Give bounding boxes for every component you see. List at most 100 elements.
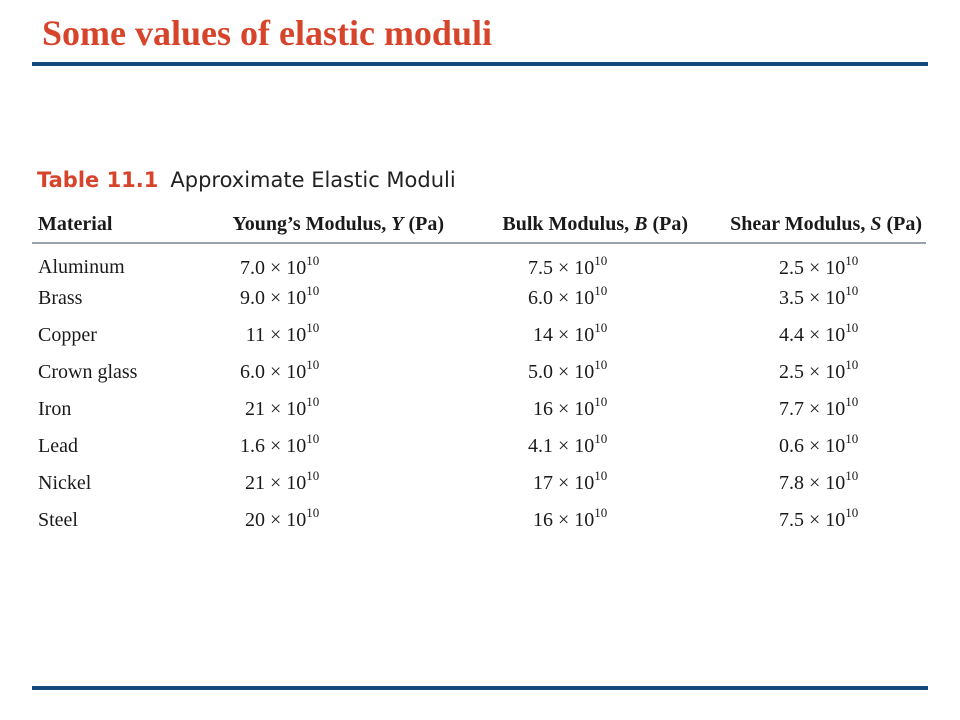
- mantissa: 21: [245, 472, 265, 494]
- shear-cell: 7.8 × 1010: [692, 465, 926, 502]
- mantissa: 7.5: [779, 509, 804, 531]
- base: 10: [825, 509, 846, 531]
- exponent: 10: [594, 357, 608, 372]
- times-sign: ×: [558, 398, 570, 420]
- base: 10: [574, 361, 595, 383]
- times-sign: ×: [809, 287, 821, 309]
- mantissa: 6.0: [528, 287, 553, 309]
- header-bulk-unit: (Pa): [647, 212, 688, 235]
- header-shear-unit: (Pa): [881, 212, 922, 235]
- times-sign: ×: [809, 435, 821, 457]
- table-row: Nickel 21 × 1010 17 × 1010 7.8 × 1010: [32, 465, 926, 502]
- table-header-row: Material Young’s Modulus, Y (Pa) Bulk Mo…: [32, 206, 926, 244]
- base: 10: [825, 324, 846, 346]
- times-sign: ×: [270, 472, 282, 494]
- material-cell: Crown glass: [38, 361, 138, 383]
- mantissa: 21: [245, 398, 265, 420]
- base: 10: [286, 256, 307, 279]
- top-divider: [32, 62, 928, 66]
- exponent: 10: [306, 505, 320, 520]
- base: 10: [825, 398, 846, 420]
- bulk-cell: 16 × 1010: [448, 502, 692, 539]
- base: 10: [286, 398, 307, 420]
- exponent: 10: [306, 431, 320, 446]
- shear-cell: 2.5 × 1010: [692, 354, 926, 391]
- mantissa: 4.4: [779, 324, 804, 346]
- mantissa: 7.5: [528, 256, 553, 279]
- exponent: 10: [594, 252, 608, 268]
- header-youngs-text: Young’s Modulus,: [232, 212, 392, 235]
- mantissa: 16: [533, 509, 553, 531]
- youngs-cell: 11 × 1010: [170, 317, 448, 354]
- bulk-cell: 7.5 × 1010: [448, 243, 692, 280]
- header-bulk-symbol: B: [634, 212, 648, 235]
- base: 10: [574, 256, 595, 279]
- material-cell: Lead: [38, 435, 78, 457]
- shear-cell: 7.7 × 1010: [692, 391, 926, 428]
- base: 10: [574, 472, 595, 494]
- times-sign: ×: [558, 509, 570, 531]
- times-sign: ×: [270, 398, 282, 420]
- exponent: 10: [306, 252, 320, 268]
- exponent: 10: [594, 394, 608, 409]
- times-sign: ×: [558, 324, 570, 346]
- mantissa: 17: [533, 472, 553, 494]
- youngs-cell: 20 × 1010: [170, 502, 448, 539]
- bulk-cell: 5.0 × 1010: [448, 354, 692, 391]
- base: 10: [286, 361, 307, 383]
- table-row: Copper 11 × 1010 14 × 1010 4.4 × 1010: [32, 317, 926, 354]
- exponent: 10: [594, 283, 608, 298]
- mantissa: 16: [533, 398, 553, 420]
- mantissa: 11: [245, 324, 265, 346]
- slide-title: Some values of elastic moduli: [42, 13, 492, 53]
- mantissa: 7.8: [779, 472, 804, 494]
- base: 10: [286, 324, 307, 346]
- base: 10: [286, 472, 307, 494]
- base: 10: [825, 361, 846, 383]
- times-sign: ×: [270, 435, 282, 457]
- exponent: 10: [594, 468, 608, 483]
- exponent: 10: [845, 505, 859, 520]
- header-bulk-modulus: Bulk Modulus, B (Pa): [448, 206, 692, 244]
- exponent: 10: [306, 283, 320, 298]
- base: 10: [286, 509, 307, 531]
- elastic-moduli-table: Material Young’s Modulus, Y (Pa) Bulk Mo…: [32, 206, 926, 539]
- times-sign: ×: [270, 324, 282, 346]
- times-sign: ×: [270, 509, 282, 531]
- table-row: Lead 1.6 × 1010 4.1 × 1010 0.6 × 1010: [32, 428, 926, 465]
- bulk-cell: 4.1 × 1010: [448, 428, 692, 465]
- table-row: Brass 9.0 × 1010 6.0 × 1010 3.5 × 1010: [32, 280, 926, 317]
- shear-cell: 2.5 × 1010: [692, 243, 926, 280]
- base: 10: [574, 509, 595, 531]
- header-shear-text: Shear Modulus,: [730, 212, 871, 235]
- youngs-cell: 1.6 × 1010: [170, 428, 448, 465]
- header-youngs-modulus: Young’s Modulus, Y (Pa): [170, 206, 448, 244]
- base: 10: [574, 398, 595, 420]
- base: 10: [825, 472, 846, 494]
- mantissa: 3.5: [779, 287, 804, 309]
- bottom-divider: [32, 686, 928, 690]
- table-caption: Table 11.1 Approximate Elastic Moduli: [37, 168, 456, 192]
- table-number: Table 11.1: [37, 168, 159, 192]
- exponent: 10: [306, 357, 320, 372]
- table-row: Iron 21 × 1010 16 × 1010 7.7 × 1010: [32, 391, 926, 428]
- table-row: Steel 20 × 1010 16 × 1010 7.5 × 1010: [32, 502, 926, 539]
- material-cell: Aluminum: [38, 256, 125, 278]
- exponent: 10: [594, 505, 608, 520]
- mantissa: 0.6: [779, 435, 804, 457]
- material-cell: Brass: [38, 287, 83, 309]
- exponent: 10: [594, 431, 608, 446]
- material-cell: Iron: [38, 398, 72, 420]
- bulk-cell: 6.0 × 1010: [448, 280, 692, 317]
- table-title: Approximate Elastic Moduli: [170, 168, 456, 192]
- base: 10: [825, 435, 846, 457]
- times-sign: ×: [809, 324, 821, 346]
- shear-cell: 3.5 × 1010: [692, 280, 926, 317]
- bulk-cell: 14 × 1010: [448, 317, 692, 354]
- exponent: 10: [845, 431, 859, 446]
- mantissa: 14: [533, 324, 553, 346]
- base: 10: [825, 256, 846, 279]
- table-row: Aluminum 7.0 × 1010 7.5 × 1010 2.5 × 1010: [32, 243, 926, 280]
- header-shear-modulus: Shear Modulus, S (Pa): [692, 206, 926, 244]
- header-bulk-text: Bulk Modulus,: [502, 212, 635, 235]
